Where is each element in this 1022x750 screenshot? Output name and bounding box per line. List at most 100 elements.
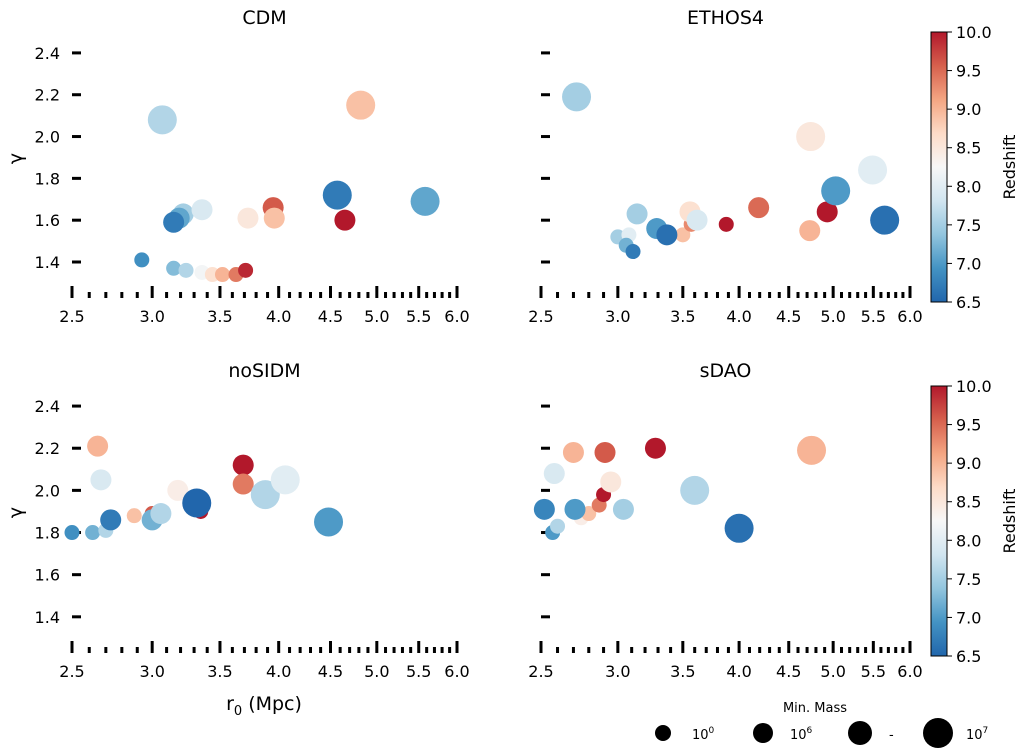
data-point bbox=[147, 105, 177, 135]
x-tick-label: 4.0 bbox=[726, 307, 751, 326]
data-point bbox=[346, 90, 376, 120]
data-point bbox=[64, 525, 80, 541]
y-tick-label: 1.4 bbox=[35, 253, 60, 272]
colorbar-tick-label: 8.5 bbox=[956, 139, 981, 158]
y-tick-label: 1.6 bbox=[35, 566, 60, 585]
x-tick-label: 3.0 bbox=[139, 307, 164, 326]
x-tick-label: 4.0 bbox=[266, 307, 291, 326]
panel-cdm: CDM 1.4 1.6 1.8 2.0 2.2 2.4 γ 2.5 3.0 3.5 4.0 4.5 5.0… bbox=[5, 7, 470, 326]
x-tick-label: 5.5 bbox=[406, 307, 431, 326]
data-point bbox=[550, 518, 566, 534]
colorbar-tick-label: 9.5 bbox=[956, 416, 981, 435]
x-tick-label: 6.0 bbox=[444, 662, 469, 681]
panel-title: ETHOS4 bbox=[687, 7, 764, 29]
data-point bbox=[314, 507, 344, 537]
colorbar-tick-label: 7.5 bbox=[956, 570, 981, 589]
data-point bbox=[724, 513, 754, 543]
x-tick-label: 6.0 bbox=[897, 662, 922, 681]
data-point bbox=[626, 203, 648, 225]
x-tick-label: 5.5 bbox=[406, 662, 431, 681]
panel-title: CDM bbox=[242, 7, 286, 29]
data-point bbox=[322, 180, 352, 210]
data-point bbox=[562, 82, 592, 112]
y-axis-label: γ bbox=[5, 507, 27, 518]
y-tick-label: 2.2 bbox=[35, 86, 60, 105]
x-tick-label: 4.5 bbox=[776, 307, 801, 326]
data-point bbox=[166, 260, 182, 276]
colorbar-tick-label: 10.0 bbox=[956, 377, 992, 396]
data-point bbox=[191, 199, 213, 221]
y-tick-label: 2.2 bbox=[35, 439, 60, 458]
colorbar-tick-label: 9.0 bbox=[956, 100, 981, 119]
panel-nosidm: noSIDM 1.4 1.6 1.8 2.0 2.2 2.4 γ 2.5 3.0 3.5 4.0 4.5… bbox=[5, 360, 470, 681]
data-point bbox=[232, 473, 254, 495]
x-tick-label: 4.0 bbox=[726, 662, 751, 681]
data-point bbox=[238, 262, 254, 278]
colorbar-bottom: 10.0 9.5 9.0 8.5 8.0 7.5 7.0 6.5 Redshift bbox=[930, 377, 1019, 666]
x-tick-label: 3.5 bbox=[670, 307, 695, 326]
y-tick-label: 1.8 bbox=[35, 169, 60, 188]
data-point bbox=[562, 441, 584, 463]
panel-title: sDAO bbox=[700, 360, 752, 382]
data-point bbox=[543, 463, 565, 485]
data-point bbox=[686, 209, 708, 231]
legend-label-dash: - bbox=[889, 728, 894, 743]
x-axis-label: r0 (Mpc) bbox=[226, 693, 302, 719]
data-point bbox=[799, 220, 821, 242]
legend-marker-1e0 bbox=[655, 725, 671, 741]
x-tick-label: 3.5 bbox=[207, 307, 232, 326]
panel-title: noSIDM bbox=[228, 360, 300, 382]
data-point bbox=[182, 488, 212, 518]
x-tick-label: 5.0 bbox=[820, 662, 845, 681]
colorbar-top: 10.0 9.5 9.0 8.5 8.0 7.5 7.0 6.5 Redshift bbox=[930, 23, 1019, 312]
data-point bbox=[178, 262, 194, 278]
mass-legend: Min. Mass 100 106 - 107 bbox=[655, 701, 988, 748]
data-point bbox=[150, 503, 172, 525]
data-point bbox=[126, 508, 142, 524]
x-tick-label: 3.0 bbox=[605, 662, 630, 681]
data-point bbox=[232, 454, 254, 476]
colorbar-tick-label: 8.0 bbox=[956, 531, 981, 550]
y-tick-label: 2.0 bbox=[35, 481, 60, 500]
data-point bbox=[600, 471, 622, 493]
data-point bbox=[334, 209, 356, 231]
data-point bbox=[163, 211, 185, 233]
data-point bbox=[656, 224, 678, 246]
data-point bbox=[167, 479, 189, 501]
legend-marker-1e7 bbox=[923, 718, 953, 748]
x-tick-label: 5.5 bbox=[861, 662, 886, 681]
x-tick-label: 2.5 bbox=[528, 307, 553, 326]
colorbar-tick-label: 6.5 bbox=[956, 293, 981, 312]
x-tick-label: 4.5 bbox=[318, 307, 343, 326]
data-point bbox=[870, 205, 900, 235]
legend-marker-1e6 bbox=[753, 723, 773, 743]
x-tick-label: 4.5 bbox=[776, 662, 801, 681]
data-point bbox=[612, 498, 634, 520]
colorbar-tick-label: 9.5 bbox=[956, 62, 981, 81]
data-point bbox=[797, 435, 827, 465]
colorbar-tick-label: 8.0 bbox=[956, 177, 981, 196]
legend-label-1e0: 100 bbox=[692, 726, 715, 743]
data-point bbox=[594, 441, 616, 463]
data-point bbox=[214, 267, 230, 283]
legend-label-1e6: 106 bbox=[790, 726, 813, 743]
y-tick-label: 1.6 bbox=[35, 211, 60, 230]
data-point bbox=[748, 197, 770, 219]
data-point bbox=[644, 437, 666, 459]
x-tick-label: 6.0 bbox=[444, 307, 469, 326]
colorbar-gradient bbox=[930, 31, 948, 303]
data-point bbox=[816, 201, 838, 223]
x-tick-label: 4.0 bbox=[266, 662, 291, 681]
data-point bbox=[796, 122, 826, 152]
y-tick-label: 2.4 bbox=[35, 397, 60, 416]
data-point bbox=[100, 509, 122, 531]
x-tick-label: 3.5 bbox=[670, 662, 695, 681]
data-point bbox=[533, 498, 555, 520]
y-tick-label: 1.4 bbox=[35, 608, 60, 627]
data-point bbox=[90, 469, 112, 491]
data-point bbox=[718, 216, 734, 232]
x-tick-label: 3.0 bbox=[139, 662, 164, 681]
x-tick-label: 2.5 bbox=[59, 662, 84, 681]
y-tick-label: 2.0 bbox=[35, 128, 60, 147]
x-tick-label: 5.5 bbox=[861, 307, 886, 326]
